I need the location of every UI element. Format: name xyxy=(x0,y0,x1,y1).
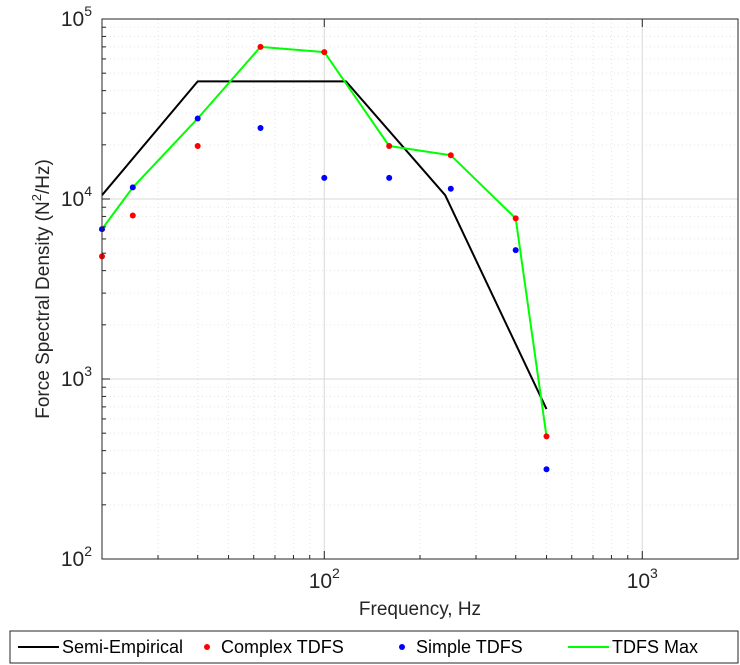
x-tick-label-base: 10 xyxy=(627,570,650,593)
y-tick-label-base: 10 xyxy=(61,368,84,391)
legend-label-tdfs-max: TDFS Max xyxy=(612,637,698,657)
y-axis-label-tail: /Hz) xyxy=(33,159,54,194)
y-tick-label-exp: 5 xyxy=(84,3,92,19)
y-tick-label-base: 10 xyxy=(61,188,84,211)
point-complex-tdfs xyxy=(512,215,519,222)
point-simple-tdfs xyxy=(321,174,328,181)
y-tick-label-exp: 3 xyxy=(84,363,92,379)
point-complex-tdfs xyxy=(129,212,136,219)
point-simple-tdfs xyxy=(257,125,264,131)
point-complex-tdfs xyxy=(194,143,201,149)
y-tick-label: 105 xyxy=(61,3,92,31)
y-axis-label: Force Spectral Density (N2/Hz) xyxy=(29,159,54,419)
legend-box xyxy=(9,630,739,664)
x-tick-labels: 102 103 xyxy=(309,565,658,593)
y-tick-label: 104 xyxy=(61,183,92,211)
x-tick-label: 102 xyxy=(309,565,340,593)
legend-swatch-complex-tdfs xyxy=(204,644,210,650)
legend-label-complex-tdfs: Complex TDFS xyxy=(221,637,344,657)
legend-swatch-simple-tdfs xyxy=(399,644,405,650)
point-complex-tdfs xyxy=(321,49,328,56)
y-tick-label-exp: 4 xyxy=(84,183,92,199)
x-tick-label-exp: 2 xyxy=(332,565,340,581)
point-complex-tdfs xyxy=(257,43,264,50)
x-axis-label: Frequency, Hz xyxy=(359,599,481,620)
point-simple-tdfs xyxy=(512,247,519,254)
y-tick-label-base: 10 xyxy=(61,8,84,31)
x-tick-label: 103 xyxy=(627,565,658,593)
y-tick-label-exp: 2 xyxy=(84,543,92,559)
point-complex-tdfs xyxy=(543,433,550,440)
y-axis-label-main: Force Spectral Density (N xyxy=(33,201,54,419)
y-tick-label: 102 xyxy=(61,543,92,571)
point-complex-tdfs xyxy=(447,152,454,159)
legend: Semi-Empirical Complex TDFS Simple TDFS TDF… xyxy=(9,630,739,664)
point-simple-tdfs xyxy=(386,174,393,181)
point-simple-tdfs xyxy=(543,466,550,473)
y-tick-label-base: 10 xyxy=(61,548,84,571)
point-simple-tdfs xyxy=(129,184,136,191)
y-tick-label: 103 xyxy=(61,363,92,391)
x-tick-label-exp: 3 xyxy=(650,565,658,581)
point-simple-tdfs xyxy=(194,115,201,122)
legend-label-semi-empirical: Semi-Empirical xyxy=(62,637,183,657)
x-tick-label-base: 10 xyxy=(309,570,332,593)
legend-label-simple-tdfs: Simple TDFS xyxy=(416,637,523,657)
y-axis-label-sup: 2 xyxy=(29,194,44,201)
series-line-semi-empirical xyxy=(101,80,548,410)
point-simple-tdfs xyxy=(447,185,454,192)
axis-ticks xyxy=(101,18,739,560)
point-complex-tdfs xyxy=(386,143,393,149)
plot-background xyxy=(102,19,738,559)
